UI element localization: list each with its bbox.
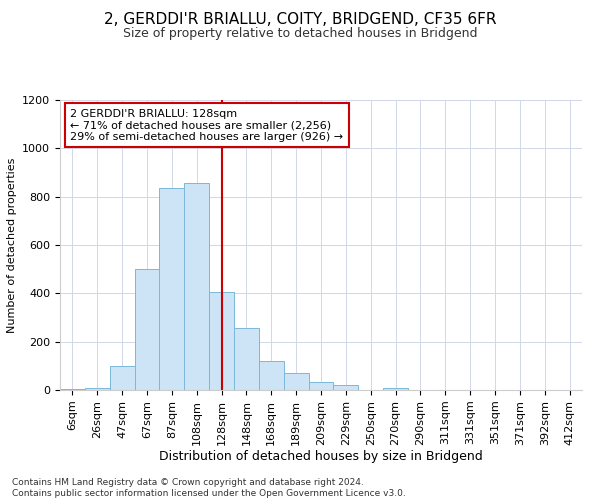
Text: Contains HM Land Registry data © Crown copyright and database right 2024.
Contai: Contains HM Land Registry data © Crown c…	[12, 478, 406, 498]
Text: 2, GERDDI'R BRIALLU, COITY, BRIDGEND, CF35 6FR: 2, GERDDI'R BRIALLU, COITY, BRIDGEND, CF…	[104, 12, 496, 28]
Bar	[209, 292, 234, 390]
Text: Size of property relative to detached houses in Bridgend: Size of property relative to detached ho…	[123, 28, 477, 40]
Bar	[184, 184, 209, 390]
X-axis label: Distribution of detached houses by size in Bridgend: Distribution of detached houses by size …	[159, 450, 483, 464]
Bar	[284, 373, 308, 390]
Bar	[85, 388, 110, 390]
Y-axis label: Number of detached properties: Number of detached properties	[7, 158, 17, 332]
Text: 2 GERDDI'R BRIALLU: 128sqm
← 71% of detached houses are smaller (2,256)
29% of s: 2 GERDDI'R BRIALLU: 128sqm ← 71% of deta…	[70, 108, 344, 142]
Bar	[383, 388, 408, 390]
Bar	[259, 361, 284, 390]
Bar	[234, 328, 259, 390]
Bar	[308, 382, 334, 390]
Bar	[134, 269, 160, 390]
Bar	[110, 366, 134, 390]
Bar	[334, 385, 358, 390]
Bar	[60, 389, 85, 390]
Bar	[160, 188, 184, 390]
